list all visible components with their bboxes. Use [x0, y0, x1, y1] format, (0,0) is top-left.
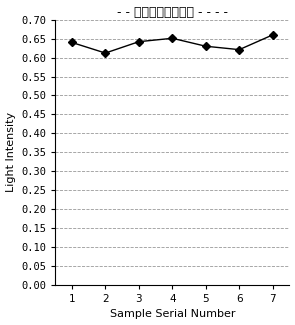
Title: - - 常规光路荧光强度 - - - -: - - 常规光路荧光强度 - - - - [117, 6, 228, 19]
X-axis label: Sample Serial Number: Sample Serial Number [109, 309, 235, 319]
Y-axis label: Light Intensity: Light Intensity [6, 112, 16, 192]
